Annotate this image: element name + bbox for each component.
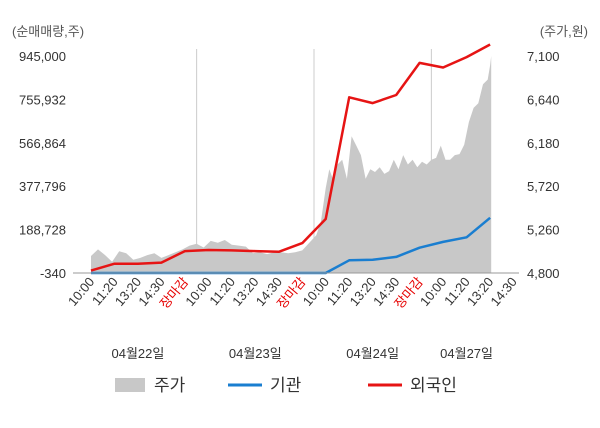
date-labels: 04월22일 04월23일 04월24일 04월27일 xyxy=(112,346,493,361)
date-label-3: 04월27일 xyxy=(440,346,493,361)
legend-label-foreign: 외국인 xyxy=(410,376,457,395)
right-tick-label-1: 5,260 xyxy=(527,223,560,238)
x-tick-label-10: 10:00 xyxy=(300,274,332,309)
right-tick-label-3: 6,180 xyxy=(527,136,560,151)
price-area xyxy=(91,56,492,273)
x-tick-label-5: 10:00 xyxy=(182,274,214,309)
foreign-line xyxy=(90,43,491,272)
x-tick-label-15: 10:00 xyxy=(417,274,449,309)
right-axis-unit: (주가,원) xyxy=(540,24,588,39)
date-label-0: 04월22일 xyxy=(112,346,165,361)
price-area-layer xyxy=(91,56,492,273)
legend-label-institution: 기관 xyxy=(270,376,301,395)
x-tick-label-18: 14:30 xyxy=(487,274,519,309)
legend-item-price: 주가 xyxy=(115,376,186,395)
left-tick-label-1: 188,728 xyxy=(19,223,66,238)
left-tick-label-2: 377,796 xyxy=(19,179,66,194)
date-label-1: 04월23일 xyxy=(229,346,282,361)
legend-item-institution: 기관 xyxy=(228,376,301,395)
right-tick-label-2: 5,720 xyxy=(527,179,560,194)
x-axis-ticks: 10:0011:2013:2014:30장마감10:0011:2013:2014… xyxy=(65,274,520,311)
left-axis-ticks: -340 188,728 377,796 566,864 755,932 945,000 xyxy=(19,49,66,281)
right-tick-label-4: 6,640 xyxy=(527,92,560,107)
left-tick-label-3: 566,864 xyxy=(19,136,66,151)
legend: 주가 기관 외국인 xyxy=(115,376,457,395)
x-tick-label-0: 10:00 xyxy=(65,274,97,309)
left-tick-label-5: 945,000 xyxy=(19,49,66,64)
date-label-2: 04월24일 xyxy=(346,346,399,361)
legend-swatch-price xyxy=(115,378,145,392)
right-axis-ticks: 4,800 5,260 5,720 6,180 6,640 7,100 xyxy=(527,49,560,281)
legend-label-price: 주가 xyxy=(154,376,186,395)
legend-item-foreign: 외국인 xyxy=(368,376,457,395)
left-axis-unit: (순매매량,주) xyxy=(12,24,84,39)
right-tick-label-5: 7,100 xyxy=(527,49,560,64)
left-tick-label-4: 755,932 xyxy=(19,92,66,107)
left-tick-label-0: -340 xyxy=(40,266,66,281)
right-tick-label-0: 4,800 xyxy=(527,266,560,281)
